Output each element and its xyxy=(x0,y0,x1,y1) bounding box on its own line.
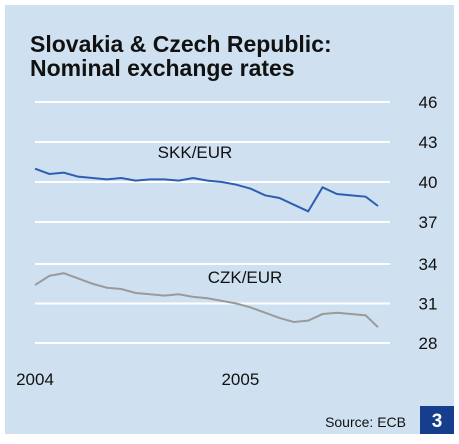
x-tick-label: 2004 xyxy=(16,370,54,389)
page-number: 3 xyxy=(432,411,443,432)
background xyxy=(5,5,454,434)
chart-title: Slovakia & Czech Republic: Nominal exchan… xyxy=(30,31,332,81)
source: Source: ECB xyxy=(325,414,406,430)
y-tick-label: 34 xyxy=(419,255,438,274)
series-label: SKK/EUR xyxy=(158,143,233,162)
y-tick-label: 28 xyxy=(419,334,438,353)
y-tick-label: 43 xyxy=(419,133,438,152)
y-tick-label: 46 xyxy=(419,93,438,112)
line-series xyxy=(34,167,379,213)
y-tick-label: 40 xyxy=(419,173,438,192)
title-line: Nominal exchange rates xyxy=(30,55,295,81)
series-label: CZK/EUR xyxy=(208,268,283,287)
line-series xyxy=(34,272,379,328)
page-badge xyxy=(420,406,454,434)
title-line: Slovakia & Czech Republic: xyxy=(30,31,332,57)
y-tick-label: 31 xyxy=(419,295,438,314)
y-tick-label: 37 xyxy=(419,213,438,232)
x-tick-label: 2005 xyxy=(221,370,259,389)
